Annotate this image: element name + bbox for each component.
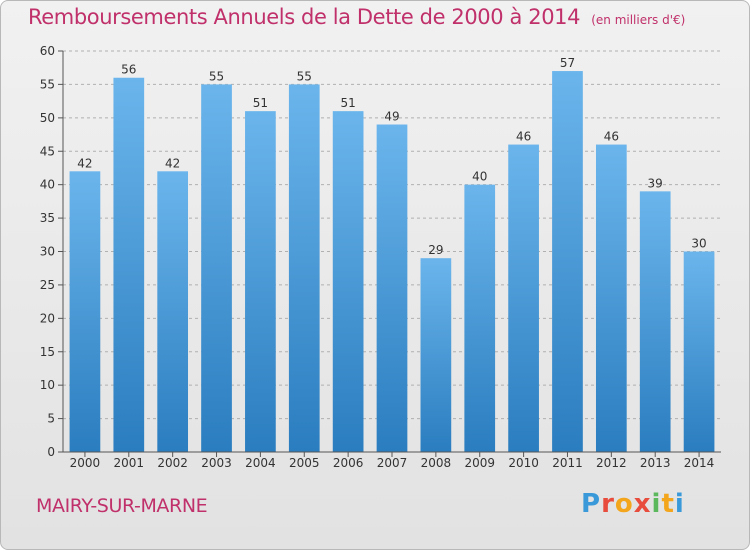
location-label: MAIRY-SUR-MARNE — [36, 495, 208, 517]
value-label: 29 — [428, 243, 443, 257]
x-tick-label: 2009 — [464, 456, 495, 470]
value-label: 42 — [77, 156, 92, 170]
bar-2005 — [288, 84, 320, 453]
y-tick-label: 15 — [40, 345, 55, 359]
value-label: 46 — [604, 130, 619, 144]
bar-2001 — [113, 77, 145, 452]
value-label: 55 — [297, 69, 312, 83]
y-tick-label: 20 — [40, 311, 55, 325]
bar-2002 — [157, 171, 189, 453]
y-tick-label: 60 — [40, 44, 55, 58]
y-tick-label: 40 — [40, 178, 55, 192]
chart-title: Remboursements Annuels de la Dette de 20… — [28, 5, 581, 29]
y-tick-label: 0 — [47, 445, 55, 459]
bar-2009 — [464, 184, 496, 452]
bar-2004 — [245, 111, 276, 453]
value-label: 55 — [209, 69, 224, 83]
x-tick-label: 2005 — [289, 456, 320, 470]
bar-2014 — [683, 251, 715, 452]
bar-2007 — [376, 124, 408, 453]
value-label: 49 — [384, 110, 399, 124]
value-label: 30 — [691, 237, 706, 251]
value-label: 51 — [340, 96, 355, 110]
x-tick-label: 2011 — [552, 456, 583, 470]
x-tick-label: 2004 — [245, 456, 276, 470]
x-tick-label: 2006 — [333, 456, 364, 470]
axes — [58, 50, 721, 457]
y-tick-label: 5 — [47, 412, 55, 426]
bar-2011 — [552, 71, 583, 453]
value-label: 39 — [648, 176, 663, 190]
y-tick-label: 30 — [40, 245, 55, 259]
y-tick-label: 10 — [40, 378, 55, 392]
bar-2010 — [508, 144, 539, 453]
x-tick-label: 2000 — [70, 456, 101, 470]
y-tick-label: 50 — [40, 111, 55, 125]
y-tick-label: 25 — [40, 278, 55, 292]
y-tick-label: 45 — [40, 144, 55, 158]
value-label: 46 — [516, 130, 531, 144]
x-tick-label: 2002 — [157, 456, 188, 470]
value-label: 51 — [253, 96, 268, 110]
x-tick-label: 2012 — [596, 456, 627, 470]
value-label: 40 — [472, 170, 487, 184]
value-label: 57 — [560, 56, 575, 70]
value-label: 42 — [165, 156, 180, 170]
x-tick-label: 2013 — [640, 456, 671, 470]
bar-2008 — [420, 258, 452, 452]
bar-2006 — [332, 111, 364, 453]
x-tick-label: 2008 — [421, 456, 452, 470]
x-tick-label: 2014 — [684, 456, 715, 470]
y-tick-label: 55 — [40, 77, 55, 91]
x-tick-label: 2003 — [201, 456, 232, 470]
x-tick-label: 2001 — [114, 456, 145, 470]
y-tick-label: 35 — [40, 211, 55, 225]
chart-unit: (en milliers d'€) — [591, 13, 686, 27]
value-label: 56 — [121, 63, 136, 77]
labels: 0 5 10 15 20 25 30 35 40 45 50 55 60 42 2000 56 2001 42 20… — [40, 44, 715, 470]
bar-2003 — [201, 84, 232, 453]
chart-title-row: Remboursements Annuels de la Dette de 20… — [28, 5, 685, 29]
x-tick-label: 2007 — [377, 456, 408, 470]
proxiti-logo: Proxiti — [581, 489, 685, 519]
x-tick-label: 2010 — [508, 456, 539, 470]
bar-2012 — [595, 144, 627, 453]
bar-2000 — [69, 171, 101, 453]
bar-2013 — [639, 191, 671, 452]
bars — [69, 71, 715, 453]
